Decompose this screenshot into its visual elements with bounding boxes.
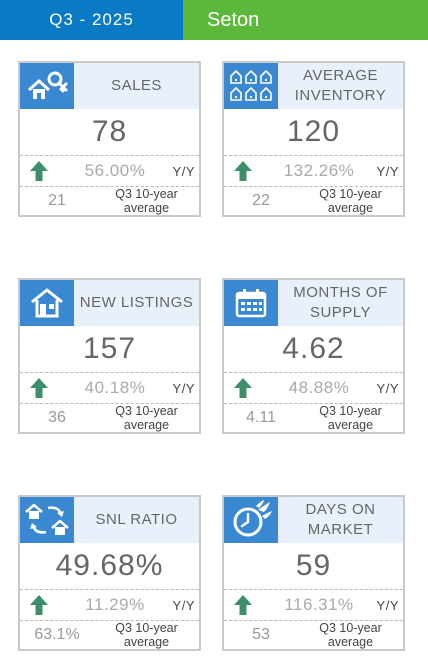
yoy-label: Y/Y [172, 380, 195, 396]
yoy-row: 116.31% Y/Y [224, 589, 403, 621]
ten-year-average-value: 22 [252, 191, 270, 209]
arrow-up-icon [234, 161, 252, 181]
ten-year-average-label: Q3 10-year average [115, 403, 178, 432]
card-value: 157 [82, 332, 137, 365]
average-row: 53 Q3 10-year average [224, 620, 403, 649]
arrow-up-icon [234, 378, 252, 398]
period-label: Q3 - 2025 [0, 0, 183, 40]
yoy-row: 56.00% Y/Y [20, 155, 199, 187]
average-row: 22 Q3 10-year average [224, 186, 403, 215]
card-value: 59 [295, 549, 332, 582]
card-title: SALES [111, 77, 162, 94]
house-key-icon [20, 63, 74, 109]
card-days-on-market: DAYS ON MARKET 59 116.31% Y/Y 53 Q3 10-y… [222, 495, 405, 651]
ten-year-average-value: 36 [48, 408, 66, 426]
card-value: 49.68% [55, 549, 164, 582]
card-title: SNL RATIO [95, 511, 178, 528]
area-name: Seton [183, 0, 428, 40]
yoy-label: Y/Y [376, 597, 399, 613]
arrow-up-icon [30, 161, 48, 181]
yoy-change: 56.00% [84, 161, 146, 180]
ten-year-average-label: Q3 10-year average [319, 620, 382, 649]
average-row: 36 Q3 10-year average [20, 403, 199, 432]
card-header: SNL RATIO [20, 497, 199, 543]
card-new-listings: NEW LISTINGS 157 40.18% Y/Y 36 Q3 10-yea… [18, 278, 201, 434]
card-header: NEW LISTINGS [20, 280, 199, 326]
yoy-row: 11.29% Y/Y [20, 589, 199, 621]
yoy-change: 48.88% [288, 378, 350, 397]
ten-year-average-value: 63.1% [34, 625, 80, 643]
yoy-label: Y/Y [376, 380, 399, 396]
yoy-change: 40.18% [84, 378, 146, 397]
ten-year-average-label: Q3 10-year average [319, 403, 382, 432]
card-snl-ratio: SNL RATIO 49.68% 11.29% Y/Y 63.1% Q3 10-… [18, 495, 201, 651]
yoy-row: 48.88% Y/Y [224, 372, 403, 404]
yoy-label: Y/Y [172, 163, 195, 179]
card-value: 78 [91, 115, 128, 148]
card-value: 120 [286, 115, 341, 148]
ten-year-average-label: Q3 10-year average [115, 186, 178, 215]
arrow-up-icon [30, 595, 48, 615]
calendar-icon [224, 280, 278, 326]
yoy-row: 40.18% Y/Y [20, 372, 199, 404]
card-months-of-supply: MONTHS OF SUPPLY 4.62 48.88% Y/Y 4.11 Q3… [222, 278, 405, 434]
card-header: DAYS ON MARKET [224, 497, 403, 543]
yoy-change: 116.31% [284, 595, 354, 614]
ten-year-average-value: 4.11 [246, 408, 276, 426]
house-exchange-icon [20, 497, 74, 543]
card-title: AVERAGE INVENTORY [294, 67, 387, 104]
average-row: 21 Q3 10-year average [20, 186, 199, 215]
card-header: MONTHS OF SUPPLY [224, 280, 403, 326]
yoy-row: 132.26% Y/Y [224, 155, 403, 187]
card-title: NEW LISTINGS [79, 294, 194, 311]
average-row: 63.1% Q3 10-year average [20, 620, 199, 649]
yoy-label: Y/Y [376, 163, 399, 179]
card-title: MONTHS OF SUPPLY [293, 284, 388, 321]
arrow-up-icon [234, 595, 252, 615]
card-header: AVERAGE INVENTORY [224, 63, 403, 109]
card-value: 4.62 [282, 332, 345, 365]
ten-year-average-value: 21 [48, 191, 66, 209]
ten-year-average-label: Q3 10-year average [319, 186, 382, 215]
card-title: DAYS ON MARKET [305, 501, 376, 538]
yoy-change: 11.29% [85, 595, 145, 614]
yoy-change: 132.26% [283, 161, 355, 180]
average-row: 4.11 Q3 10-year average [224, 403, 403, 432]
ten-year-average-label: Q3 10-year average [115, 620, 178, 649]
card-average-inventory: AVERAGE INVENTORY 120 132.26% Y/Y 22 Q3 … [222, 61, 405, 217]
arrow-up-icon [30, 378, 48, 398]
top-bar: Q3 - 2025 Seton [0, 0, 428, 40]
ten-year-average-value: 53 [252, 625, 270, 643]
fast-clock-icon [224, 497, 278, 543]
yoy-label: Y/Y [172, 597, 195, 613]
houses-grid-icon [224, 63, 278, 109]
card-header: SALES [20, 63, 199, 109]
card-sales: SALES 78 56.00% Y/Y 21 Q3 10-year averag… [18, 61, 201, 217]
house-icon [20, 280, 74, 326]
